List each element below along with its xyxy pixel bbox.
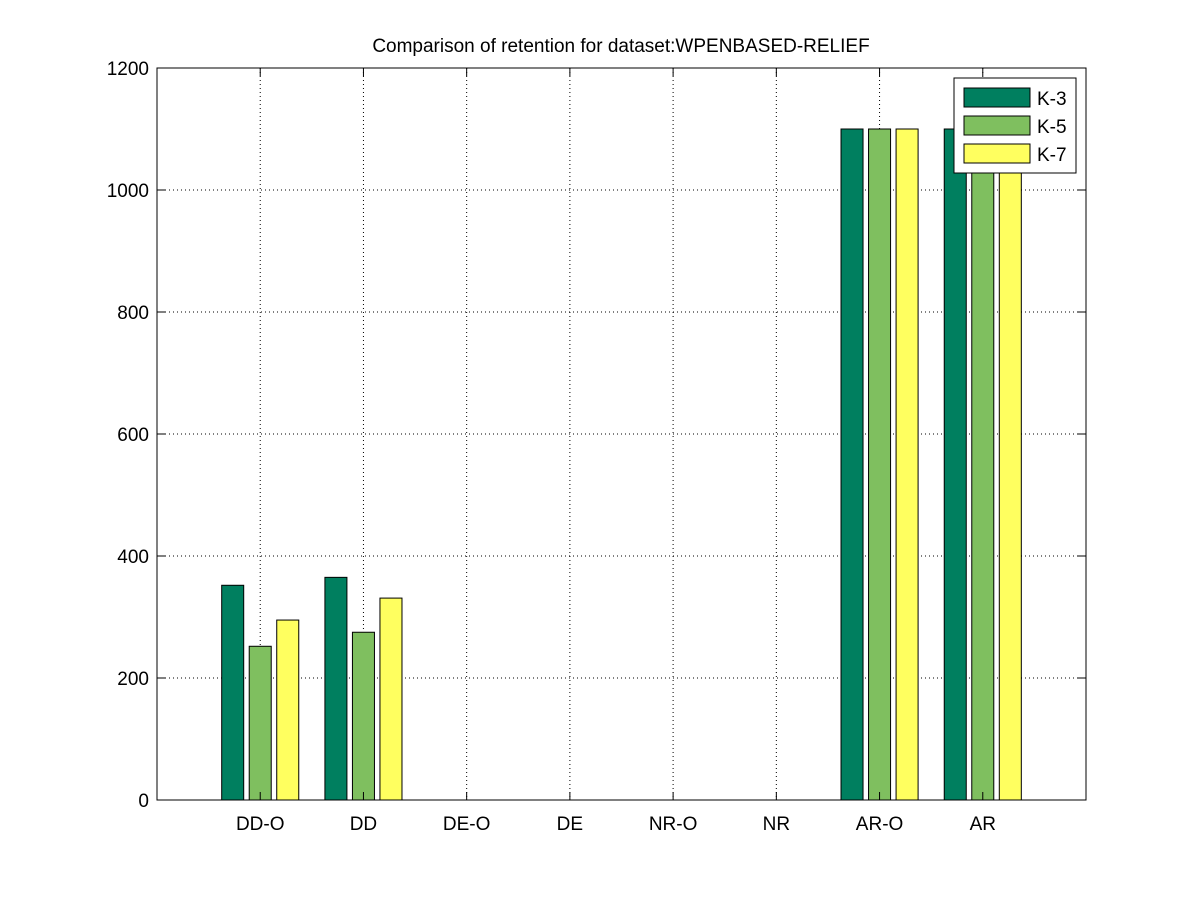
y-tick-label: 0: [138, 791, 149, 812]
legend-swatch: [963, 143, 1031, 164]
bar: [840, 128, 864, 801]
x-tick-label: DE-O: [443, 814, 491, 835]
bar: [868, 128, 892, 801]
x-tick-label: DE: [557, 814, 583, 835]
bar: [379, 597, 403, 801]
bar: [998, 128, 1022, 801]
bar: [324, 576, 348, 801]
y-tick-label: 1200: [107, 59, 149, 80]
x-tick-label: NR: [763, 814, 790, 835]
y-tick-label: 800: [117, 303, 149, 324]
x-tick-label: NR-O: [649, 814, 698, 835]
x-tick-label: AR: [970, 814, 996, 835]
y-tick-labels: 0 200 400 600 800 1000 1200: [107, 59, 149, 812]
ticks: [157, 67, 1086, 801]
legend-label: K-3: [1037, 89, 1067, 110]
bar: [895, 128, 919, 801]
bar: [351, 631, 375, 801]
legend-swatch: [963, 87, 1031, 108]
x-tick-label: DD: [350, 814, 377, 835]
bar: [971, 128, 995, 801]
legend-label: K-7: [1037, 145, 1067, 166]
x-tick-label: DD-O: [236, 814, 285, 835]
legend: K-3 K-5 K-7: [953, 77, 1077, 174]
bar: [248, 645, 272, 801]
x-tick-label: AR-O: [856, 814, 904, 835]
y-tick-label: 400: [117, 547, 149, 568]
grid: [157, 68, 1086, 800]
bar: [221, 584, 245, 801]
x-tick-labels: DD-O DD DE-O DE NR-O NR AR-O AR: [236, 814, 996, 835]
legend-label: K-5: [1037, 117, 1067, 138]
legend-swatch: [963, 115, 1031, 136]
y-tick-label: 1000: [107, 181, 149, 202]
y-tick-label: 600: [117, 425, 149, 446]
bar: [943, 128, 967, 801]
bar: [276, 619, 300, 801]
bars: [221, 128, 1022, 801]
chart-title: Comparison of retention for dataset:WPEN…: [372, 36, 869, 57]
y-tick-label: 200: [117, 669, 149, 690]
